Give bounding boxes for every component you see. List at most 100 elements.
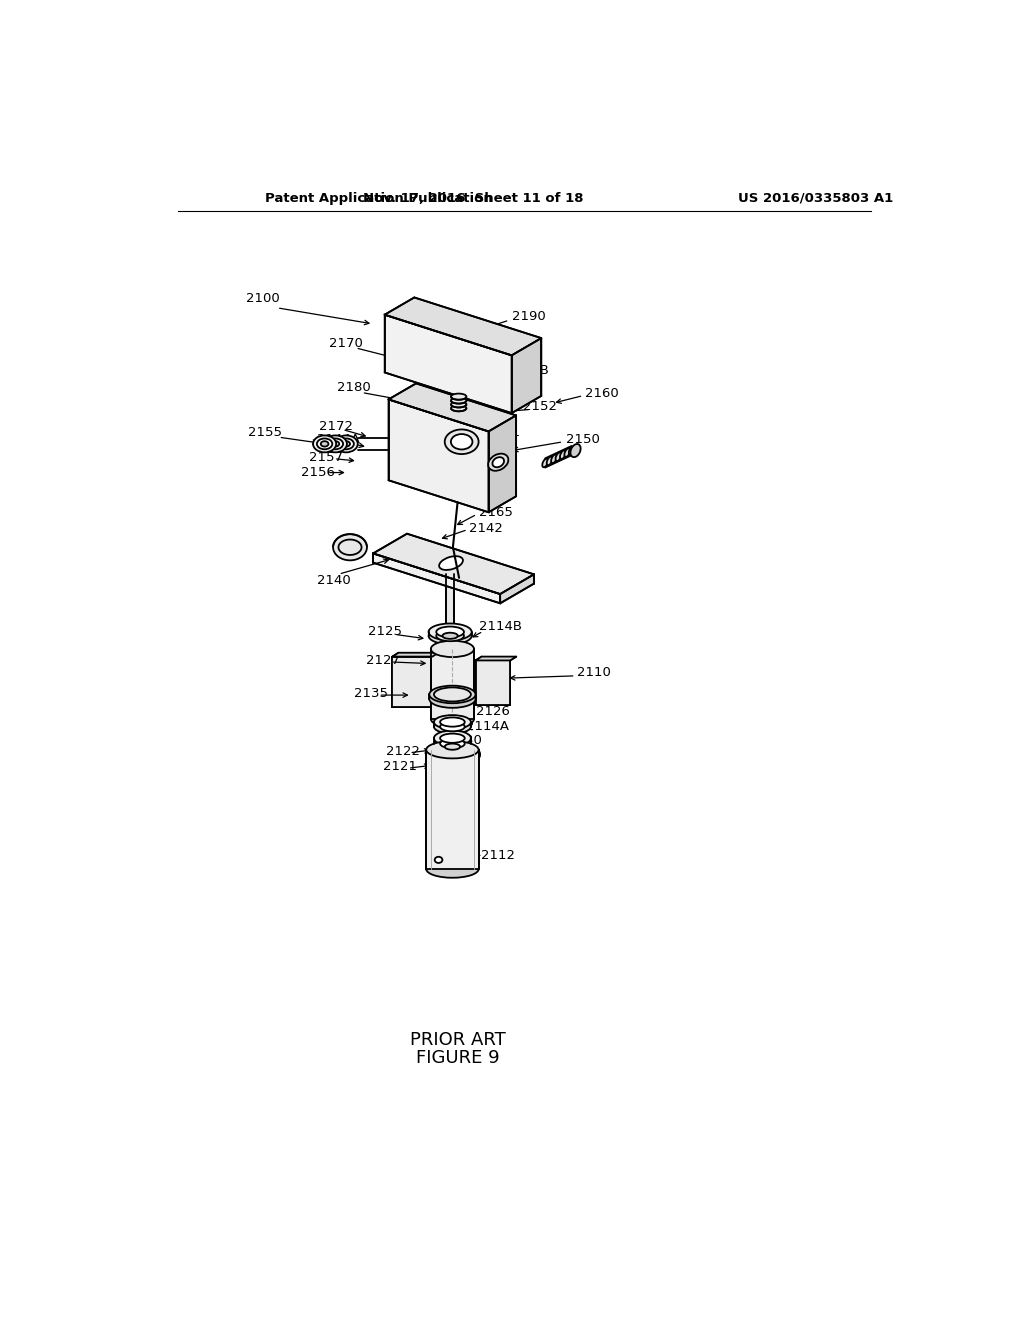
Ellipse shape	[321, 441, 329, 446]
Polygon shape	[447, 726, 457, 743]
Ellipse shape	[434, 688, 471, 701]
Text: 2170: 2170	[330, 337, 364, 350]
Ellipse shape	[543, 458, 548, 467]
Ellipse shape	[316, 438, 333, 449]
Ellipse shape	[429, 690, 475, 708]
Text: 2121: 2121	[383, 760, 417, 774]
Text: 2130: 2130	[447, 734, 481, 747]
Ellipse shape	[440, 734, 465, 743]
Ellipse shape	[442, 632, 458, 639]
Ellipse shape	[451, 434, 472, 449]
Polygon shape	[388, 383, 516, 432]
Text: 2150: 2150	[565, 433, 599, 446]
Ellipse shape	[313, 436, 336, 453]
Text: 2144A: 2144A	[316, 433, 359, 446]
Text: 2112: 2112	[481, 849, 515, 862]
Polygon shape	[385, 297, 542, 355]
Text: 2127: 2127	[367, 653, 400, 667]
Text: 2122: 2122	[386, 744, 420, 758]
Ellipse shape	[439, 556, 463, 570]
Text: 2140: 2140	[316, 574, 350, 587]
Text: 2142: 2142	[469, 521, 503, 535]
Text: 2155: 2155	[248, 426, 282, 440]
Text: 2114A: 2114A	[466, 721, 509, 733]
Ellipse shape	[444, 743, 460, 750]
Ellipse shape	[444, 429, 478, 454]
Text: 2165: 2165	[478, 506, 512, 519]
Ellipse shape	[434, 737, 471, 751]
Ellipse shape	[547, 457, 553, 465]
Text: 2180: 2180	[337, 381, 371, 395]
Ellipse shape	[440, 739, 465, 748]
Text: 2114B: 2114B	[478, 620, 521, 634]
Text: 2151: 2151	[486, 426, 520, 440]
Polygon shape	[373, 553, 500, 603]
Polygon shape	[512, 338, 542, 413]
Text: Patent Application Publication: Patent Application Publication	[265, 191, 494, 205]
Text: Nov. 17, 2016  Sheet 11 of 18: Nov. 17, 2016 Sheet 11 of 18	[362, 191, 584, 205]
Ellipse shape	[451, 401, 466, 408]
Ellipse shape	[429, 627, 472, 644]
Polygon shape	[385, 314, 512, 413]
Polygon shape	[431, 649, 474, 719]
Ellipse shape	[451, 397, 466, 404]
Ellipse shape	[426, 741, 478, 759]
Ellipse shape	[339, 438, 354, 449]
Polygon shape	[392, 653, 438, 656]
Ellipse shape	[440, 718, 465, 726]
Ellipse shape	[493, 457, 504, 467]
Text: 2144B: 2144B	[506, 363, 549, 376]
Ellipse shape	[451, 393, 466, 400]
Ellipse shape	[434, 719, 471, 734]
Text: FIGURE 9: FIGURE 9	[416, 1049, 500, 1067]
Ellipse shape	[431, 640, 474, 657]
Ellipse shape	[431, 710, 474, 727]
Text: 2156: 2156	[301, 466, 336, 479]
Ellipse shape	[551, 454, 557, 463]
Ellipse shape	[488, 454, 508, 471]
Polygon shape	[388, 400, 488, 512]
Ellipse shape	[560, 450, 565, 459]
Text: 2157: 2157	[309, 450, 343, 463]
Text: 2126: 2126	[475, 705, 509, 718]
Ellipse shape	[570, 444, 581, 457]
Ellipse shape	[426, 861, 478, 878]
Ellipse shape	[429, 623, 472, 640]
Text: 2160: 2160	[585, 387, 618, 400]
Ellipse shape	[434, 730, 471, 746]
Polygon shape	[426, 750, 478, 869]
Ellipse shape	[429, 685, 475, 704]
Ellipse shape	[324, 436, 347, 453]
Polygon shape	[446, 574, 454, 635]
Ellipse shape	[568, 446, 574, 455]
Text: 2152: 2152	[523, 400, 557, 413]
Text: US 2016/0335803 A1: US 2016/0335803 A1	[738, 191, 894, 205]
Ellipse shape	[342, 441, 350, 446]
Text: 2135: 2135	[354, 686, 388, 700]
Text: 2172: 2172	[319, 420, 353, 433]
Text: 2125: 2125	[368, 624, 401, 638]
Ellipse shape	[435, 857, 442, 863]
Polygon shape	[500, 574, 535, 603]
Text: 2110: 2110	[578, 667, 611, 680]
Ellipse shape	[333, 535, 367, 561]
Polygon shape	[475, 656, 516, 660]
Text: 2190: 2190	[512, 310, 546, 323]
Ellipse shape	[436, 627, 464, 638]
Ellipse shape	[556, 453, 561, 461]
Ellipse shape	[436, 631, 464, 642]
Text: 2100: 2100	[246, 292, 280, 305]
Polygon shape	[475, 660, 510, 705]
Text: 2120: 2120	[447, 748, 481, 762]
Ellipse shape	[332, 441, 339, 446]
Polygon shape	[488, 416, 516, 512]
Ellipse shape	[328, 438, 343, 449]
Ellipse shape	[440, 722, 465, 731]
Polygon shape	[392, 656, 432, 706]
Ellipse shape	[564, 449, 570, 457]
Ellipse shape	[335, 436, 357, 453]
Polygon shape	[373, 533, 535, 594]
Ellipse shape	[434, 715, 471, 729]
Ellipse shape	[451, 405, 466, 412]
Text: PRIOR ART: PRIOR ART	[410, 1031, 506, 1049]
